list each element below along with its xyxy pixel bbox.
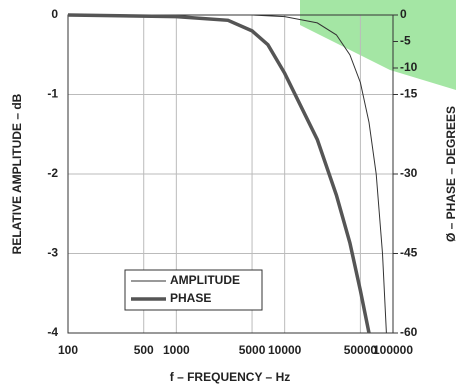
y-tick-label: -3 — [47, 246, 58, 260]
x-tick-label: 100000 — [373, 343, 413, 357]
series-line — [68, 14, 387, 334]
y2-tick-label: -15 — [400, 87, 418, 101]
y2-tick-label: -10 — [400, 60, 418, 74]
y2-tick-label: -60 — [400, 325, 418, 339]
x-tick-label: 5000 — [239, 343, 266, 357]
highlight-band — [300, 0, 456, 90]
y2-axis-label: Ø – PHASE – DEGREES — [444, 106, 456, 242]
x-tick-label: 500 — [134, 343, 154, 357]
y-tick-label: 0 — [51, 7, 58, 21]
legend-label: AMPLITUDE — [170, 273, 240, 287]
x-tick-label: 1000 — [163, 343, 190, 357]
series-line — [67, 13, 371, 334]
y-tick-label: -1 — [47, 87, 58, 101]
y2-tick-label: -30 — [400, 166, 418, 180]
legend-label: PHASE — [170, 291, 211, 305]
y-tick-label: -2 — [47, 166, 58, 180]
y2-tick-label: -5 — [400, 34, 411, 48]
x-tick-label: 10000 — [268, 343, 302, 357]
y-axis-label: RELATIVE AMPLITUDE – dB — [10, 93, 24, 254]
y-tick-label: -4 — [47, 325, 58, 339]
y2-tick-label: -45 — [400, 246, 418, 260]
legend-box — [124, 269, 263, 311]
x-tick-label: 50000 — [344, 343, 378, 357]
x-axis-label: f – FREQUENCY – Hz — [170, 370, 290, 384]
y2-tick-label: 0 — [400, 7, 407, 21]
x-tick-label: 100 — [58, 343, 78, 357]
